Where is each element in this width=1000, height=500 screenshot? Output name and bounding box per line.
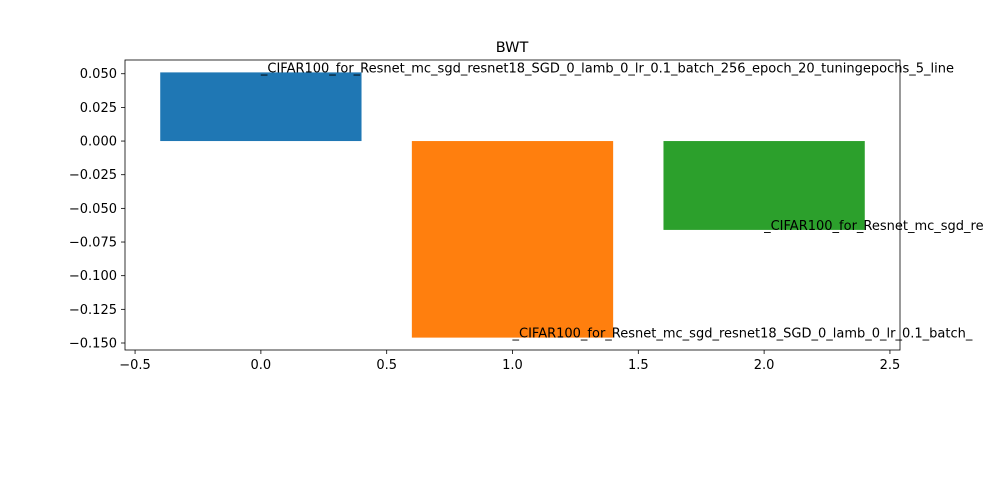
x-tick-label-6: 2.5 [880, 358, 901, 373]
x-tick-label-3: 1.0 [502, 358, 523, 373]
bar-1 [411, 141, 614, 338]
y-tick-label-2: 0.000 [80, 135, 117, 150]
y-tick-label-8: −0.150 [69, 336, 117, 351]
axes-group: −0.5 0.0 0.5 1.0 1.5 2.0 2.5 0.050 0.025 0.000 −0.… [69, 59, 901, 373]
y-tick-label-1: 0.025 [80, 101, 117, 116]
bar-label-2: _CIFAR100_for_Resnet_mc_sgd_re [763, 219, 984, 234]
y-tick-label-4: −0.050 [69, 202, 117, 217]
chart-title: BWT [496, 40, 529, 56]
x-tick-label-0: −0.5 [119, 358, 151, 373]
bar-label-0: _CIFAR100_for_Resnet_mc_sgd_resnet18_SGD… [260, 61, 954, 76]
y-tick-label-6: −0.100 [69, 269, 117, 284]
bar-label-1: _CIFAR100_for_Resnet_mc_sgd_resnet18_SGD… [512, 327, 973, 342]
x-tick-label-1: 0.0 [251, 358, 272, 373]
x-tick-label-2: 0.5 [376, 358, 397, 373]
x-tick-label-4: 1.5 [628, 358, 649, 373]
bar-0 [160, 72, 362, 142]
y-tick-label-0: 0.050 [80, 67, 117, 82]
bar-2 [663, 141, 865, 230]
bars-group [160, 72, 865, 338]
bar-labels-group: _CIFAR100_for_Resnet_mc_sgd_resnet18_SGD… [260, 61, 984, 341]
y-tick-label-5: −0.075 [69, 236, 117, 251]
y-tick-label-3: −0.025 [69, 168, 117, 183]
y-tick-label-7: −0.125 [69, 303, 117, 318]
x-tick-label-5: 2.0 [754, 358, 775, 373]
